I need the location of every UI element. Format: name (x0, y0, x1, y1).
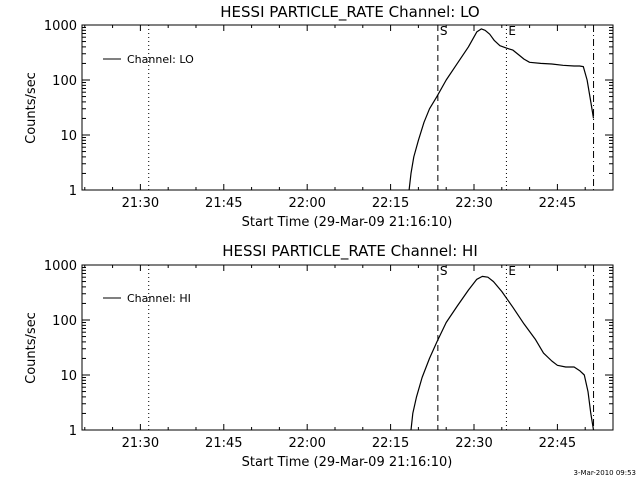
hi-marker-label: E (508, 264, 516, 278)
hi-axis-ticks: 21:30 21:45 22:00 22:15 22:30 22:45 1 10 100 1000 (44, 259, 614, 451)
lo-legend-label: Channel: LO (127, 53, 194, 66)
lo-y-tick-label: 1 (69, 184, 77, 199)
hi-x-axis-label: Start Time (29-Mar-09 21:16:10) (242, 455, 453, 470)
lo-axis-ticks: 21:30 21:45 22:00 22:15 22:30 22:45 1 10 100 1000 (44, 19, 614, 211)
lo-x-tick-label: 22:30 (455, 196, 492, 211)
hi-channel-panel: HESSI PARTICLE_RATE Channel: HI Start Ti… (24, 242, 614, 470)
hi-series-line (410, 275, 595, 431)
hi-y-tick-label: 1 (69, 424, 77, 439)
hi-x-tick-label: 21:45 (205, 436, 242, 451)
lo-y-axis-label: Counts/sec (24, 72, 39, 144)
hi-y-axis-label: Counts/sec (24, 312, 39, 384)
hi-legend: Channel: HI (103, 292, 191, 305)
hi-marker-label: S (440, 264, 448, 278)
hi-plot-frame (81, 264, 614, 431)
lo-x-tick-label: 22:45 (539, 196, 576, 211)
hi-series-group (410, 275, 595, 431)
hi-x-tick-label: 22:45 (539, 436, 576, 451)
lo-plot-frame (81, 24, 614, 191)
lo-series-line (408, 28, 595, 191)
hi-y-tick-label: 10 (60, 369, 77, 384)
lo-chart-title: HESSI PARTICLE_RATE Channel: LO (220, 3, 479, 22)
hi-chart-title: HESSI PARTICLE_RATE Channel: HI (222, 242, 478, 261)
lo-y-tick-label: 100 (52, 74, 77, 89)
hi-y-tick-label: 1000 (44, 259, 77, 274)
hi-x-tick-label: 22:15 (372, 436, 409, 451)
lo-marker-label: S (440, 24, 448, 38)
lo-x-axis-label: Start Time (29-Mar-09 21:16:10) (242, 215, 453, 230)
lo-legend: Channel: LO (103, 53, 194, 66)
lo-marker-label: E (508, 24, 516, 38)
hi-y-tick-label: 100 (52, 314, 77, 329)
lo-x-tick-label: 21:30 (122, 196, 159, 211)
lo-channel-panel: HESSI PARTICLE_RATE Channel: LO Start Ti… (24, 3, 614, 230)
hi-x-tick-label: 21:30 (122, 436, 159, 451)
lo-y-tick-label: 1000 (44, 19, 77, 34)
generation-timestamp: 3-Mar-2010 09:53 (573, 469, 636, 477)
hi-x-tick-label: 22:30 (455, 436, 492, 451)
lo-x-tick-label: 22:15 (372, 196, 409, 211)
hi-x-tick-label: 22:00 (288, 436, 325, 451)
lo-y-tick-label: 10 (60, 129, 77, 144)
hi-legend-label: Channel: HI (127, 292, 191, 305)
lo-x-tick-label: 22:00 (288, 196, 325, 211)
lo-x-tick-label: 21:45 (205, 196, 242, 211)
lo-series-group (408, 28, 595, 191)
